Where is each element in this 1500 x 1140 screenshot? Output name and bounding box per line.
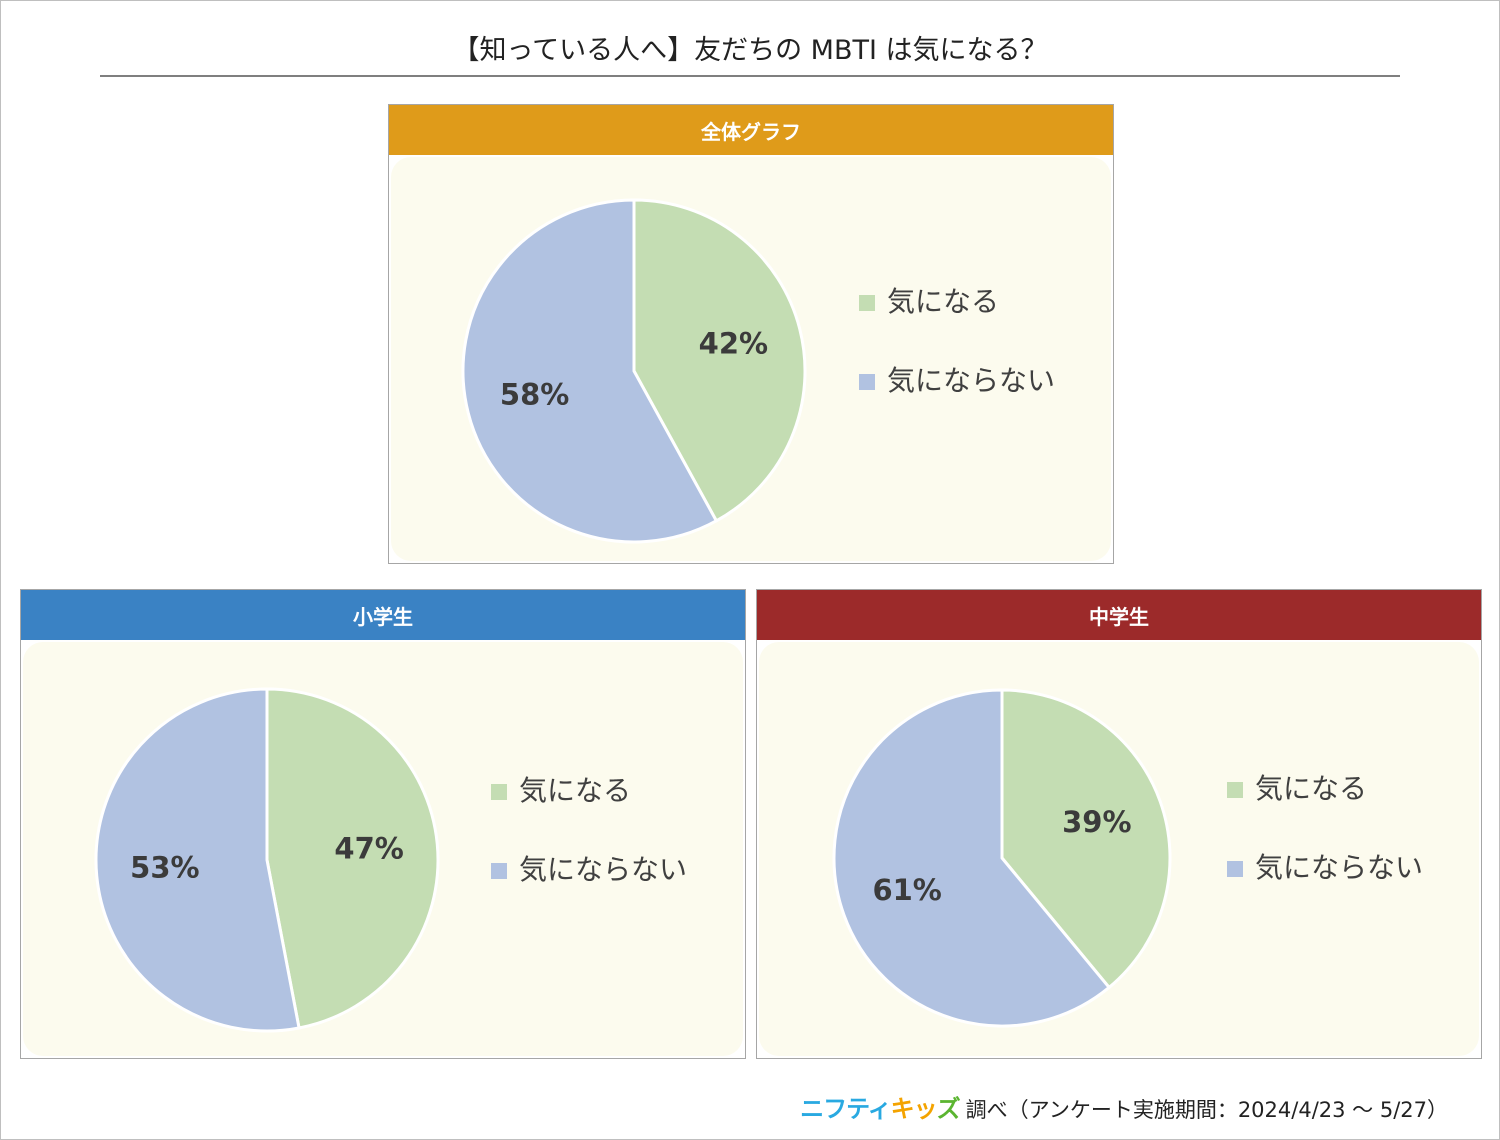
legend-swatch (1227, 782, 1243, 798)
legend-label: 気にならない (1255, 851, 1423, 884)
pie-slice (265, 687, 440, 1030)
chart-panel-overall: 全体グラフ 42% 58% 気になる気にならない (388, 104, 1114, 564)
niftykids-logo: ニフティキッズ (800, 1089, 961, 1124)
title-divider (100, 75, 1400, 77)
data-label: 61% (872, 873, 941, 907)
chart-panel-elementary: 小学生 47% 53% 気になる気にならない (20, 589, 746, 1059)
legend-swatch (859, 295, 875, 311)
data-label: 53% (130, 851, 199, 885)
footer-credit: ニフティキッズ 調べ（アンケート実施期間：2024/4/23 〜 5/27） (800, 1089, 1448, 1124)
pie-slice (632, 198, 807, 523)
legend-label: 気になる (519, 774, 631, 807)
pie-slice (94, 687, 301, 1033)
data-label: 42% (699, 326, 768, 360)
logo-text-1: ニフティ (800, 1095, 892, 1123)
pie-slice (461, 198, 719, 544)
legend-swatch (859, 374, 875, 390)
pie-slice (832, 688, 1112, 1028)
logo-text-3: ズ (936, 1095, 961, 1123)
data-label: 47% (334, 831, 403, 865)
page-title: 【知っている人へ】友だちの MBTI は気になる？ (452, 35, 1048, 66)
legend-swatch (1227, 861, 1243, 877)
data-label: 39% (1062, 805, 1131, 839)
legend-swatch (491, 784, 507, 800)
pie-slice (1000, 688, 1172, 990)
legend-swatch (491, 863, 507, 879)
data-label: 58% (500, 378, 569, 412)
legend-label: 気になる (1255, 772, 1367, 805)
chart-panel-junior-high: 中学生 39% 61% 気になる気にならない (756, 589, 1482, 1059)
footer-text: 調べ（アンケート実施期間：2024/4/23 〜 5/27） (965, 1098, 1448, 1122)
legend-label: 気にならない (519, 853, 687, 886)
panel-header: 全体グラフ (389, 105, 1113, 155)
panel-header: 中学生 (757, 590, 1481, 640)
legend-label: 気にならない (887, 364, 1055, 397)
legend-label: 気になる (887, 285, 999, 318)
panel-header: 小学生 (21, 590, 745, 640)
logo-text-2: キッ (890, 1095, 938, 1123)
